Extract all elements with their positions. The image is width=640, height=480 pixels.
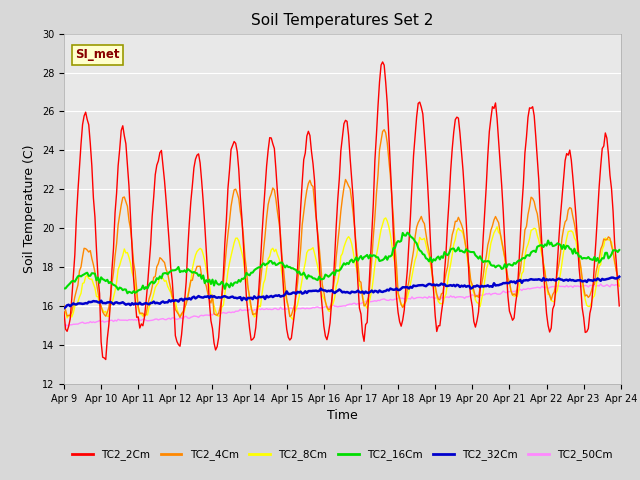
Text: SI_met: SI_met <box>75 48 120 61</box>
Legend: TC2_2Cm, TC2_4Cm, TC2_8Cm, TC2_16Cm, TC2_32Cm, TC2_50Cm: TC2_2Cm, TC2_4Cm, TC2_8Cm, TC2_16Cm, TC2… <box>68 445 617 465</box>
Title: Soil Temperatures Set 2: Soil Temperatures Set 2 <box>252 13 433 28</box>
X-axis label: Time: Time <box>327 409 358 422</box>
Y-axis label: Soil Temperature (C): Soil Temperature (C) <box>23 144 36 273</box>
